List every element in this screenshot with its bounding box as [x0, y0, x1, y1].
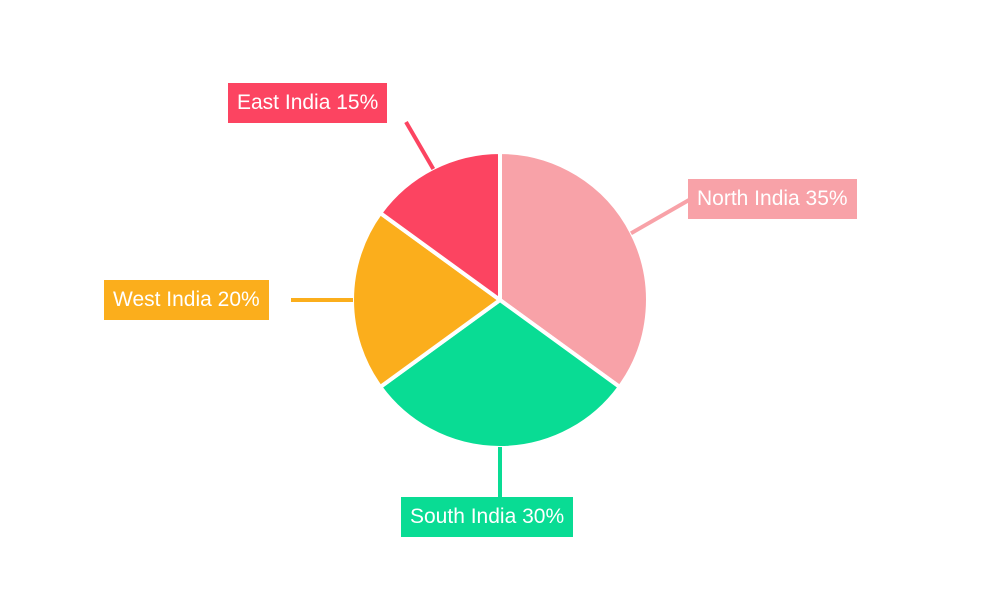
- slice-callout-west-india: West India 20%: [104, 280, 269, 320]
- leader-line-east-india: [404, 120, 436, 171]
- leader-line-north-india: [630, 198, 690, 236]
- slice-callout-north-india: North India 35%: [688, 179, 857, 219]
- slice-callout-east-india: East India 15%: [228, 83, 388, 123]
- slice-callout-south-india: South India 30%: [401, 497, 574, 537]
